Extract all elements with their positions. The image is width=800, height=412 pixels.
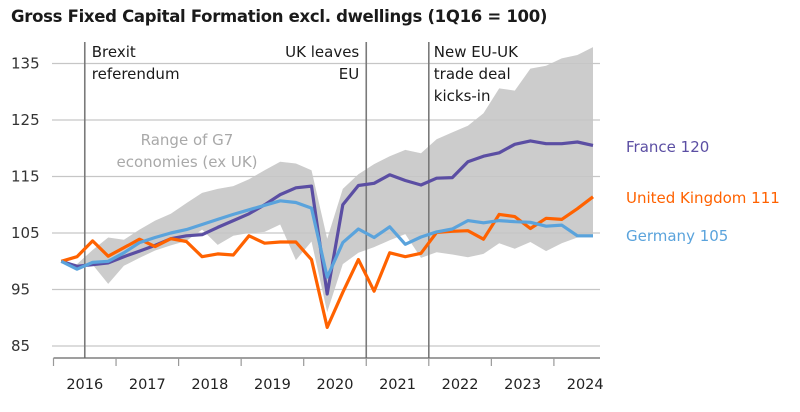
legend-label-france: France 120 [626, 138, 709, 156]
x-tick-label: 2022 [442, 377, 479, 393]
x-tick-label: 2017 [129, 377, 166, 393]
y-tick-label: 115 [11, 168, 40, 186]
event-annotation: kicks-in [434, 87, 491, 105]
y-tick-label: 135 [11, 55, 40, 73]
g7-range-band [61, 47, 594, 313]
event-annotation: UK leaves [285, 43, 359, 61]
legend-label-united-kingdom: United Kingdom 111 [626, 189, 780, 207]
x-tick-label: 2018 [191, 377, 228, 393]
event-annotation: New EU-UK [434, 43, 519, 61]
x-tick-label: 2021 [379, 377, 416, 393]
range-band-label: economies (ex UK) [116, 153, 257, 171]
x-tick-label: 2023 [504, 377, 541, 393]
event-annotation: trade deal [434, 65, 511, 83]
chart-title: Gross Fixed Capital Formation excl. dwel… [11, 7, 548, 26]
series-lines [60, 139, 594, 329]
x-tick-label: 2020 [317, 377, 354, 393]
chart-text: 85 95 105 115 125 135 2016 2017 2018 2019 2020 2021… [11, 43, 780, 393]
range-band-label: Range of G7 [141, 131, 234, 149]
series-line-germany [60, 199, 593, 279]
y-tick-label: 105 [11, 224, 40, 242]
event-annotation: Brexit [92, 43, 136, 61]
series-line-france [60, 139, 594, 296]
y-tick-label: 125 [11, 111, 40, 129]
gridlines [52, 62, 600, 347]
y-tick-label: 85 [11, 337, 30, 355]
x-tick-label: 2019 [254, 377, 291, 393]
series-line-united-kingdom [60, 195, 594, 329]
event-annotation: referendum [92, 65, 180, 83]
event-annotation: EU [339, 65, 359, 83]
x-axis [52, 357, 600, 366]
x-tick-label: 2024 [567, 377, 604, 393]
x-tick-label: 2016 [66, 377, 103, 393]
y-tick-label: 95 [11, 281, 30, 299]
range-band-layer [61, 47, 594, 313]
event-lines [83, 42, 430, 358]
legend-label-germany: Germany 105 [626, 227, 728, 245]
